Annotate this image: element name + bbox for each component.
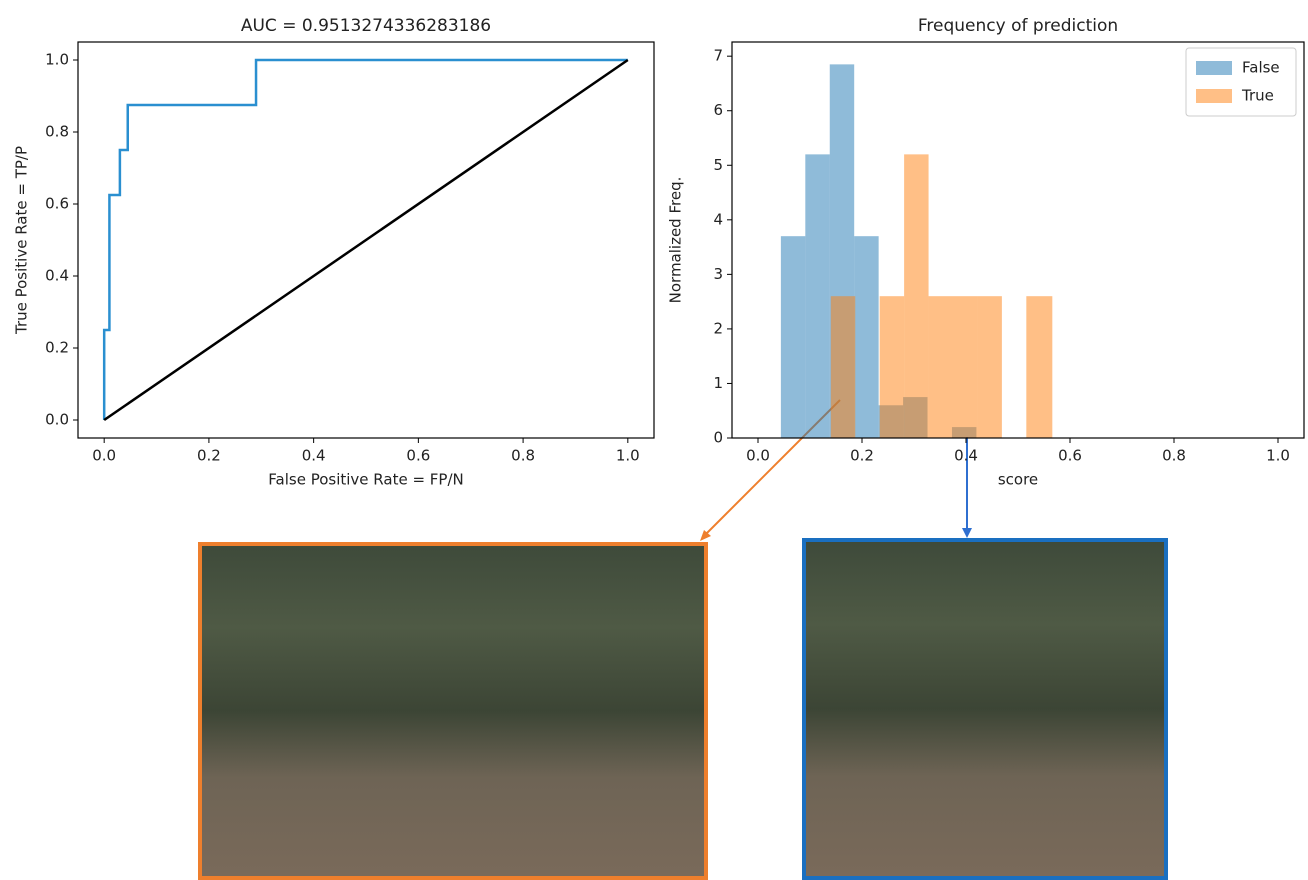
x-tick-label: 0.0 [92, 447, 116, 465]
x-tick-label: 0.8 [511, 447, 535, 465]
x-tick-label: 1.0 [616, 447, 640, 465]
hist-bar [953, 296, 978, 438]
plot-frame [77, 41, 655, 439]
y-tick-label: 5 [713, 156, 723, 174]
hist-bar [904, 154, 929, 438]
x-tick-label: 0.6 [406, 447, 430, 465]
y-axis-label: True Positive Rate = TP/P [13, 146, 31, 335]
y-axis-label: Normalized Freq. [667, 177, 685, 304]
arrow-head [700, 530, 711, 541]
chart-title: Frequency of prediction [918, 16, 1118, 36]
x-tick-label: 0.4 [954, 447, 978, 465]
y-tick-label: 4 [713, 210, 723, 228]
x-tick-label: 0.0 [746, 447, 770, 465]
y-tick-label: 0.6 [45, 195, 69, 213]
x-tick-label: 0.8 [1162, 447, 1186, 465]
hist-bar [977, 296, 1002, 438]
x-tick-label: 0.2 [850, 447, 874, 465]
hist-bar [854, 236, 879, 438]
y-tick-label: 7 [713, 47, 723, 65]
hist-bar [928, 296, 953, 438]
y-tick-label: 0.8 [45, 123, 69, 141]
y-tick-label: 0.0 [45, 411, 69, 429]
photo-false-positive [198, 542, 708, 880]
chart-title: AUC = 0.9513274336283186 [241, 16, 491, 36]
legend-label: False [1242, 59, 1280, 77]
hist-bar [805, 154, 830, 438]
x-axis-label: False Positive Rate = FP/N [268, 471, 463, 489]
legend-patch [1196, 61, 1232, 75]
y-tick-label: 3 [713, 265, 723, 283]
x-tick-label: 0.2 [197, 447, 221, 465]
hist-bar [830, 296, 856, 438]
arrow-head [962, 528, 972, 538]
y-tick-label: 0.2 [45, 339, 69, 357]
roc-line [102, 58, 628, 420]
hist-bar [780, 236, 806, 438]
y-tick-label: 2 [713, 319, 723, 337]
x-tick-label: 0.4 [302, 447, 326, 465]
hist-bar [1026, 296, 1053, 438]
x-tick-label: 1.0 [1266, 447, 1290, 465]
legend-label: True [1241, 87, 1274, 105]
photo-true-negative [802, 538, 1168, 880]
y-tick-label: 0.4 [45, 267, 69, 285]
plot-frame [731, 41, 1305, 439]
y-tick-label: 1 [713, 374, 723, 392]
y-tick-label: 0 [713, 429, 723, 447]
roc-line [103, 58, 629, 422]
legend-patch [1196, 89, 1232, 103]
y-tick-label: 6 [713, 101, 723, 119]
x-tick-label: 0.6 [1058, 447, 1082, 465]
x-axis-label: score [998, 471, 1038, 489]
y-tick-label: 1.0 [45, 51, 69, 69]
hist-bar [879, 296, 905, 438]
